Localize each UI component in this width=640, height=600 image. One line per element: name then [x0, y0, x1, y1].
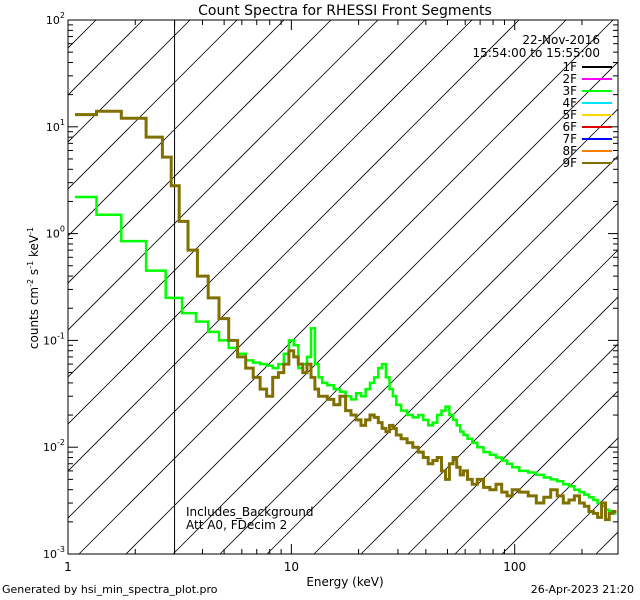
- footer-generated-by: Generated by hsi_min_spectra_plot.pro: [2, 583, 218, 596]
- y-tick-label: 100: [46, 225, 65, 241]
- legend-label: 2F: [562, 72, 577, 86]
- x-tick-label: 1: [64, 560, 72, 574]
- legend-label: 1F: [562, 60, 577, 74]
- annotation-attenuator: Att A0, FDecim 2: [186, 518, 287, 532]
- y-axis-label: counts cm-2 s-1 keV-1: [26, 227, 41, 349]
- hatch-line: [68, 20, 144, 96]
- hatch-line: [219, 155, 618, 554]
- hatch-line: [68, 20, 97, 49]
- hatch-line: [68, 20, 426, 378]
- plot-frame: [67, 19, 619, 555]
- footer-timestamp: 26-Apr-2023 21:20: [530, 583, 634, 596]
- hatch-line: [454, 390, 618, 554]
- hatch-line: [0, 20, 49, 554]
- legend-label: 3F: [562, 84, 577, 98]
- series-layer: [74, 109, 617, 522]
- hatch-line: [501, 437, 618, 554]
- hatch-line: [68, 20, 567, 519]
- hatch-line: [266, 202, 618, 554]
- axes: 1 10 100 10-3 10-2 10-1 100 101 102: [43, 11, 618, 574]
- hatch-line: [125, 61, 618, 554]
- hatch-line: [172, 108, 618, 554]
- time-range-label: 15:54:00 to 15:55:00: [473, 46, 600, 60]
- hatch-line: [68, 20, 332, 284]
- legend-label: 7F: [562, 132, 577, 146]
- y-tick-label: 102: [46, 11, 65, 27]
- annotation-background: Includes_Background: [186, 505, 314, 519]
- legend-label: 5F: [562, 108, 577, 122]
- hatch-line: [68, 20, 379, 331]
- x-tick-label: 100: [503, 560, 526, 574]
- legend-label: 4F: [562, 96, 577, 110]
- legend-label: 6F: [562, 120, 577, 134]
- hatch-line: [360, 296, 618, 554]
- series-3F-line: [74, 195, 617, 515]
- y-tick-label: 101: [46, 118, 65, 134]
- hatch-line: [78, 20, 614, 554]
- hatch-line: [68, 20, 238, 190]
- y-tick-label: 10-2: [43, 438, 65, 454]
- y-tick-label: 10-3: [43, 545, 65, 561]
- legend-label: 8F: [562, 144, 577, 158]
- y-tick-label: 10-1: [43, 331, 65, 347]
- x-axis-label: Energy (keV): [306, 575, 383, 589]
- hatch-line: [68, 20, 473, 425]
- hatch-line: [407, 343, 618, 554]
- legend-label: 9F: [562, 156, 577, 170]
- chart-title: Count Spectra for RHESSI Front Segments: [198, 3, 492, 19]
- hatch-line: [313, 249, 618, 554]
- hatch-line: [68, 20, 520, 472]
- x-tick-label: 10: [284, 560, 299, 574]
- hatch-line: [68, 20, 285, 237]
- hatch-line: [68, 20, 191, 143]
- series-9F-line: [74, 109, 617, 522]
- date-label: 22-Nov-2016: [522, 33, 600, 47]
- hatch-line: [0, 20, 2, 554]
